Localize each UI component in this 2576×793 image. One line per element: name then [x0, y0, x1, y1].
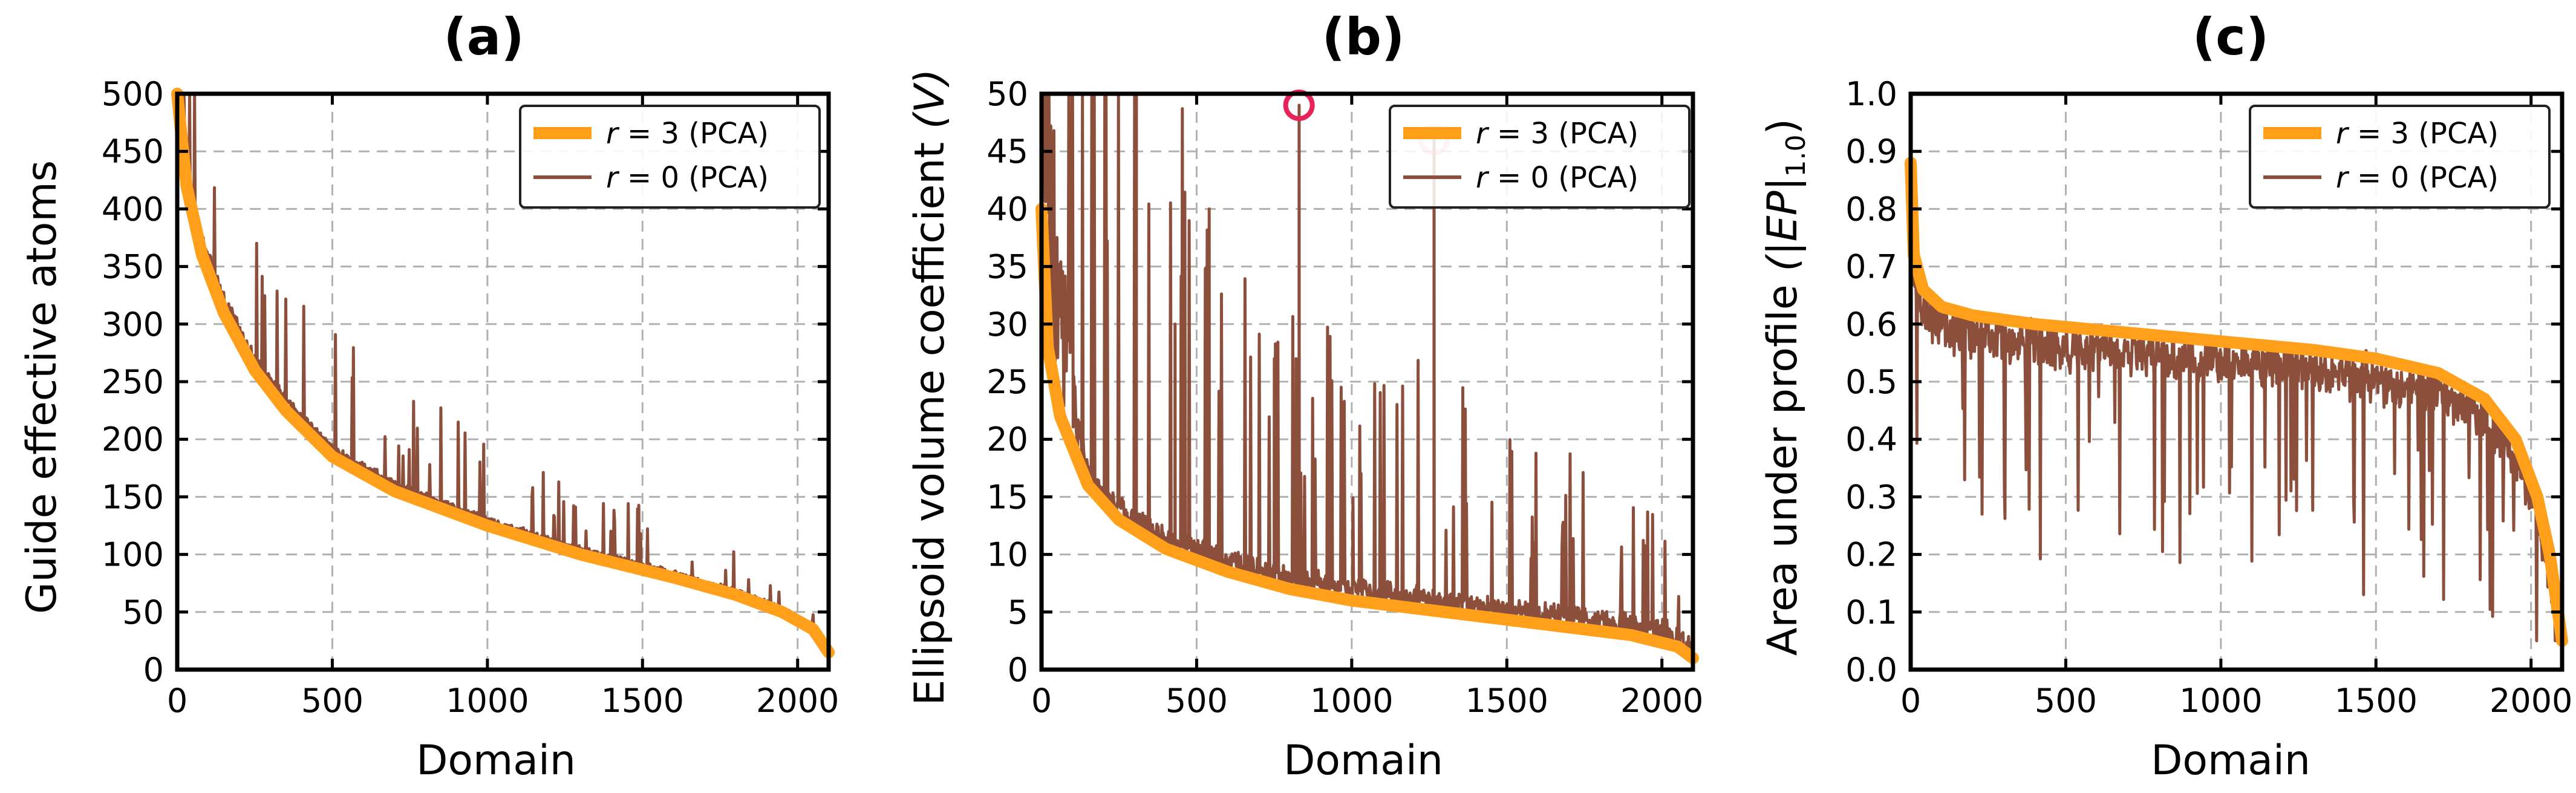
y-tick-label: 0.1 [1845, 593, 1897, 631]
legend-label-r3: r = 3 (PCA) [1476, 117, 1639, 151]
panel-c-legend: r = 3 (PCA) r = 0 (PCA) [2249, 105, 2551, 209]
x-tick-label: 2000 [756, 682, 839, 720]
y-tick-label: 0.6 [1845, 305, 1897, 344]
y-tick-label: 10 [986, 536, 1028, 574]
y-tick-label: 0.8 [1845, 190, 1897, 228]
y-tick-label: 0.9 [1845, 132, 1897, 171]
y-tick-label: 300 [102, 305, 164, 344]
series-r3-line [171, 88, 835, 659]
y-tick-label: 0 [1008, 651, 1028, 689]
y-tick-label: 0 [143, 651, 164, 689]
y-tick-label: 0.4 [1845, 420, 1897, 459]
x-tick-label: 500 [2035, 682, 2097, 720]
panel-a-ylabel: Guide effective atoms [18, 160, 66, 614]
y-tick-label: 0.7 [1845, 248, 1897, 286]
y-tick-label: 25 [986, 363, 1028, 401]
y-tick-label: 400 [102, 190, 164, 228]
y-tick-label: 350 [102, 248, 164, 286]
panel-a-legend: r = 3 (PCA) r = 0 (PCA) [519, 105, 821, 209]
panel-a: (a) 0 500 1000 1500 2000 0 50 100 150 200 250 300 35… [18, 7, 839, 785]
panel-a-series [171, 88, 835, 659]
y-tick-label: 450 [102, 132, 164, 171]
y-tick-label: 500 [102, 75, 164, 113]
panel-a-ticks: 0 500 1000 1500 2000 0 50 100 150 200 250 300 350 400… [102, 75, 840, 720]
panel-b-xlabel: Domain [1283, 737, 1443, 785]
panel-a-xlabel: Domain [416, 737, 576, 785]
panel-c-ticks: 0 500 1000 1500 2000 0.0 0.1 0.2 0.3 0.4 0.5 0.6 0.7… [1845, 75, 2572, 720]
y-tick-label: 35 [986, 248, 1028, 286]
legend-box [519, 105, 821, 209]
y-tick-label: 0.5 [1845, 363, 1897, 401]
x-tick-label: 500 [1166, 682, 1228, 720]
y-tick-label: 250 [102, 363, 164, 401]
panel-b-title: (b) [1322, 7, 1405, 67]
panel-b-ylabel: Ellipsoid volume coefficient (V) [906, 69, 954, 706]
y-tick-label: 20 [986, 420, 1028, 459]
legend-box [1389, 105, 1691, 209]
series-r0-line [1909, 172, 2563, 642]
x-tick-label: 1500 [1466, 682, 1548, 720]
x-tick-label: 0 [1031, 682, 1052, 720]
legend-label-r0: r = 0 (PCA) [606, 161, 769, 195]
y-tick-label: 0.2 [1845, 536, 1897, 574]
legend-label-r0: r = 0 (PCA) [2336, 161, 2499, 195]
y-tick-label: 45 [986, 132, 1028, 171]
series-r3-line [1905, 157, 2568, 647]
panel-c: (c) 0 500 1000 1500 2000 0.0 0.1 0.2 0.3 0.4 0.5 0.… [1759, 7, 2572, 785]
y-tick-label: 50 [986, 75, 1028, 113]
x-tick-label: 1500 [2335, 682, 2418, 720]
panel-c-ylabel: Area under profile (|EP|1.0) [1759, 119, 1811, 656]
panel-c-series [1905, 157, 2568, 647]
x-tick-label: 0 [1900, 682, 1921, 720]
y-tick-label: 100 [102, 536, 164, 574]
x-tick-label: 1000 [446, 682, 529, 720]
panel-b: (b) 0 500 1000 1500 2000 0 5 10 15 20 25 30 35 40 45 50… [906, 7, 1703, 785]
x-tick-label: 0 [167, 682, 187, 720]
y-tick-label: 40 [986, 190, 1028, 228]
legend-box [2249, 105, 2551, 209]
legend-label-r3: r = 3 (PCA) [2336, 117, 2499, 151]
y-tick-label: 0.0 [1845, 651, 1897, 689]
panel-c-title: (c) [2193, 7, 2269, 67]
y-tick-label: 50 [122, 593, 164, 631]
y-tick-label: 1.0 [1845, 75, 1897, 113]
y-tick-label: 15 [986, 478, 1028, 516]
panel-c-xlabel: Domain [2151, 737, 2310, 785]
panel-b-ticks: 0 500 1000 1500 2000 0 5 10 15 20 25 30 35 40 45 50 [986, 75, 1703, 720]
panel-a-title: (a) [443, 7, 524, 67]
y-tick-label: 30 [986, 305, 1028, 344]
y-tick-label: 5 [1008, 593, 1028, 631]
panel-b-legend: r = 3 (PCA) r = 0 (PCA) [1389, 105, 1691, 209]
x-tick-label: 1000 [2179, 682, 2262, 720]
y-tick-label: 0.3 [1845, 478, 1897, 516]
x-tick-label: 500 [301, 682, 364, 720]
series-r0-line [1040, 92, 1695, 657]
x-tick-label: 1000 [1310, 682, 1393, 720]
x-tick-label: 2000 [2490, 682, 2572, 720]
series-r3-line [1035, 203, 1699, 664]
y-tick-label: 150 [102, 478, 164, 516]
legend-label-r0: r = 0 (PCA) [1476, 161, 1639, 195]
y-tick-label: 200 [102, 420, 164, 459]
x-tick-label: 2000 [1620, 682, 1703, 720]
legend-label-r3: r = 3 (PCA) [606, 117, 769, 151]
x-tick-label: 1500 [601, 682, 684, 720]
